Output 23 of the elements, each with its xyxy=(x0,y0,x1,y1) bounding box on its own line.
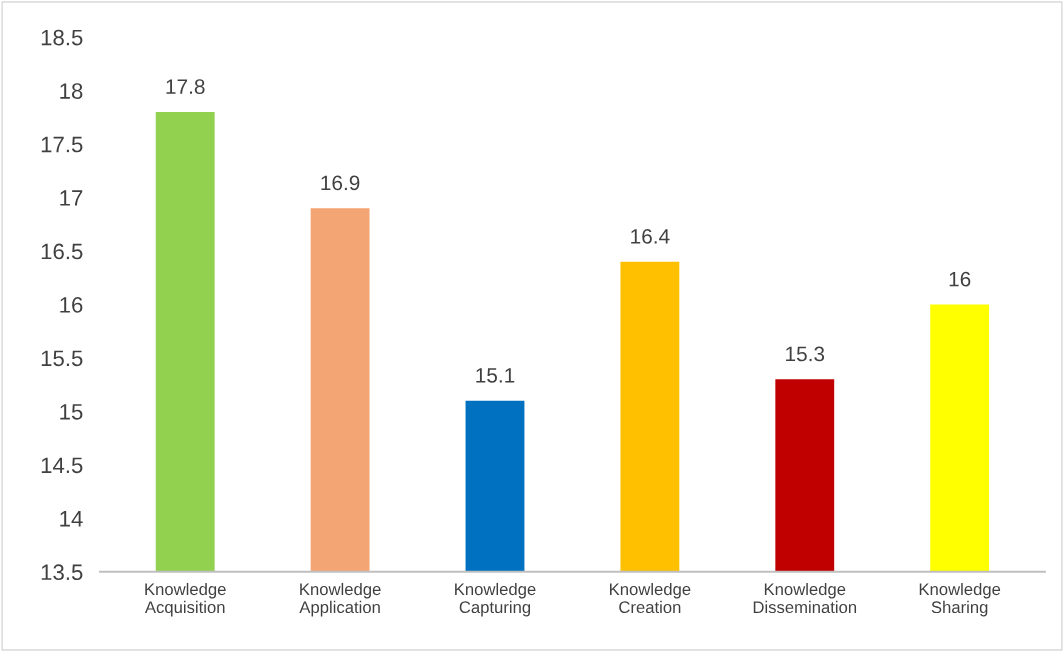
data-label: 16.9 xyxy=(321,175,360,191)
y-tick-label: 13.5 xyxy=(41,564,83,581)
x-tick-label: Knowledge Application xyxy=(299,582,381,617)
y-tick-label: 14 xyxy=(60,511,83,527)
y-tick-label: 15 xyxy=(60,404,83,420)
x-tick-label: Knowledge Sharing xyxy=(919,582,1001,617)
data-label: 15.3 xyxy=(786,346,825,362)
y-tick-label: 17 xyxy=(60,190,83,206)
x-tick-label: Knowledge Acquisition xyxy=(144,582,226,617)
y-tick-label: 16 xyxy=(60,297,83,313)
y-tick-label: 18 xyxy=(60,83,83,99)
y-tick-label: 18.5 xyxy=(41,29,83,46)
data-label: 16.4 xyxy=(631,228,670,244)
y-tick-label: 16.5 xyxy=(41,243,83,260)
data-label: 16 xyxy=(949,271,971,287)
y-tick-label: 14.5 xyxy=(41,457,83,474)
x-tick-label: Knowledge Capturing xyxy=(455,582,536,617)
y-tick-label: 17.5 xyxy=(41,136,83,153)
data-label: 15.1 xyxy=(476,368,515,383)
y-tick-label: 15.5 xyxy=(41,350,83,367)
x-tick-label: Knowledge Dissemination xyxy=(753,582,857,614)
x-tick-label: Knowledge Creation xyxy=(610,582,691,614)
data-label: 17.8 xyxy=(166,79,205,95)
